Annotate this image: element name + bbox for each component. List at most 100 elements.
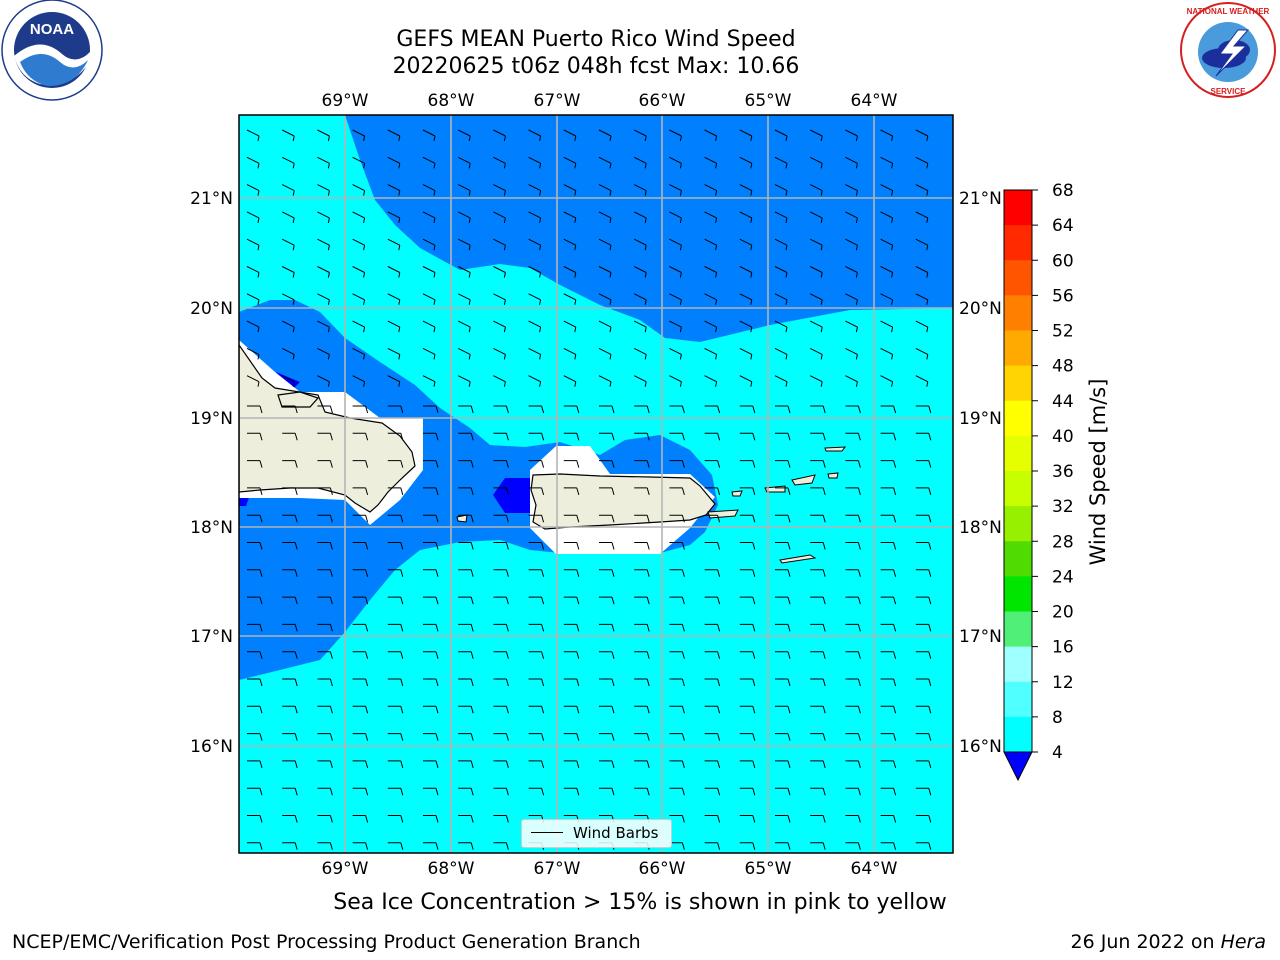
wind-barb [563,569,580,577]
legend-swatch [531,832,563,833]
wind-barb [915,815,932,823]
wind-barb [704,569,721,577]
wind-barb [810,405,826,414]
wind-barb [704,705,721,714]
wind-barb [915,542,932,550]
wind-barb [528,432,545,441]
wind-barb [563,211,577,223]
wind-barb [845,760,861,769]
wind-barb [352,460,369,468]
wind-barb [528,238,542,251]
wind-barb [493,129,506,142]
wind-barb [387,266,401,278]
wind-field-north-band [345,115,953,342]
wind-barb [352,569,369,577]
wind-barb [317,347,330,360]
wind-barb [634,651,650,659]
wind-barb [317,460,333,468]
wind-barb [704,320,718,333]
wind-barb [633,211,647,223]
wind-barb [387,211,401,223]
map-subtitle: 20220625 t06z 048h fcst Max: 10.66 [392,54,800,79]
wind-barb [281,347,295,360]
wind-barb [563,705,580,714]
wind-barb [880,596,897,605]
wind-barb [704,293,718,305]
wind-barb [247,405,263,414]
wind-barb [704,815,721,823]
wind-barb [880,432,897,441]
wind-barb [704,211,718,223]
wind-barb [563,320,577,333]
wind-barb [458,542,474,550]
wind-barb [809,156,823,169]
wind-barb [598,211,612,223]
wind-barb [634,733,650,741]
wind-barb [317,184,330,196]
wind-barb [880,293,894,305]
wind-barb [352,487,369,496]
wind-barb [598,375,612,387]
wind-barb [845,129,858,142]
wind-barb [810,815,826,823]
wind-barbs [246,129,932,850]
lon-tick-label: 65°W [745,859,792,879]
wind-barb [599,569,615,577]
wind-barb [739,460,756,468]
wind-barb [247,542,263,550]
wind-barb [387,596,404,605]
lat-tick-label: 21°N [190,189,233,209]
wind-barb [387,760,404,769]
wind-barb [563,542,580,550]
colorbar-tick-label: 36 [1052,462,1074,482]
wind-barb [775,733,791,741]
wind-barb [352,293,366,305]
wind-barb [599,623,615,632]
wind-barb [387,129,401,142]
wind-barb [563,760,580,769]
wind-barb [634,705,650,714]
wind-barb [387,405,404,414]
wind-barb [669,460,685,468]
noaa-logo: NOAA [0,0,104,108]
wind-barb [669,596,685,605]
wind-barb [915,733,932,741]
wind-barb [387,460,404,468]
wind-barb [739,238,753,251]
wind-barb [457,211,471,223]
wind-barb [387,787,404,796]
wind-barb [493,733,509,741]
wind-barb [493,320,506,333]
wind-barb [810,432,826,441]
wind-barb [634,760,650,769]
wind-barb [423,787,439,796]
wind-barb [739,293,753,305]
wind-barb [493,705,509,714]
wind-barb [634,460,650,468]
wind-barb [845,184,858,196]
wind-barb [845,320,858,333]
wind-barb [247,487,263,496]
colorbar-tick-label: 4 [1052,743,1063,763]
wind-barb [775,514,791,523]
wind-barb [563,347,577,360]
lon-ticks-bottom: 69°W 68°W 67°W 66°W 65°W 64°W [322,859,898,879]
wind-barb [915,156,929,169]
colorbar-segment [1004,611,1032,648]
wind-barb [493,487,509,496]
wind-barb [634,678,650,687]
wind-barb [880,460,897,468]
colorbar-segment [1004,365,1032,402]
wind-barb [739,787,756,796]
wind-barb [669,375,682,387]
wind-barb [247,596,263,605]
wind-barb [528,347,542,360]
wind-barb [845,678,861,687]
wind-barb [774,375,788,387]
wind-barb [352,375,366,387]
wind-barb [317,514,333,523]
wind-barb [352,432,369,441]
wind-barb [493,514,509,523]
wind-barb [282,733,298,741]
wind-barb [387,678,404,687]
